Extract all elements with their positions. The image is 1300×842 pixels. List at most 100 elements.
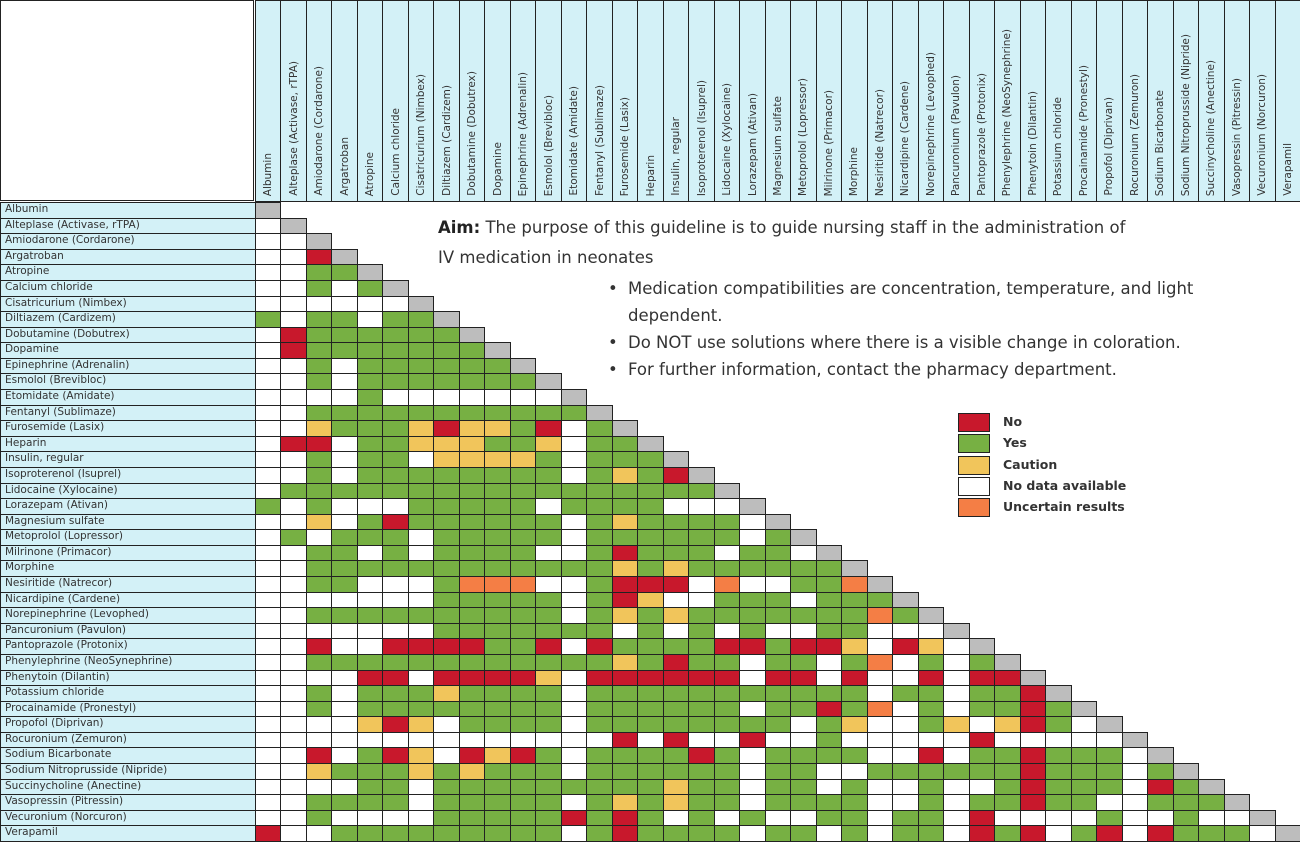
compatibility-cell — [586, 545, 612, 562]
compatibility-cell — [586, 701, 612, 718]
column-header-label: Phenylephrine (NeoSynephrine) — [1001, 29, 1013, 196]
compatibility-cell — [433, 342, 459, 359]
compatibility-cell — [331, 716, 357, 733]
row-header: Calcium chloride — [0, 280, 256, 297]
compatibility-cell — [459, 576, 485, 593]
compatibility-cell — [331, 779, 357, 796]
compatibility-cell — [688, 514, 714, 531]
compatibility-cell — [663, 498, 689, 515]
compatibility-cell — [943, 810, 969, 827]
compatibility-cell — [663, 732, 689, 749]
compatibility-cell — [918, 654, 944, 671]
compatibility-cell — [535, 623, 561, 640]
compatibility-cell — [255, 373, 281, 390]
column-header-label: Propofol (Diprivan) — [1103, 97, 1115, 196]
compatibility-cell — [561, 467, 587, 484]
column-header-label: Cisatricurium (Nimbex) — [415, 74, 427, 196]
column-header: Vecuronium (Norcuron) — [1249, 0, 1275, 202]
compatibility-cell — [535, 483, 561, 500]
compatibility-cell — [816, 576, 842, 593]
compatibility-cell — [867, 747, 893, 764]
compatibility-cell — [357, 560, 383, 577]
compatibility-cell — [484, 810, 510, 827]
compatibility-cell — [255, 825, 281, 842]
compatibility-cell — [637, 545, 663, 562]
compatibility-cell — [433, 685, 459, 702]
row-header: Pancuronium (Pavulon) — [0, 623, 256, 640]
compatibility-cell — [408, 498, 434, 515]
row-header: Diltiazem (Cardizem) — [0, 311, 256, 328]
compatibility-cell — [331, 373, 357, 390]
compatibility-cell — [1045, 794, 1071, 811]
diagonal-cell — [867, 576, 893, 593]
compatibility-cell — [739, 514, 765, 531]
compatibility-cell — [969, 810, 995, 827]
column-header: Magnesium sulfate — [765, 0, 791, 202]
compatibility-cell — [612, 529, 638, 546]
diagonal-cell — [280, 218, 306, 235]
diagonal-cell — [408, 296, 434, 313]
compatibility-cell — [1020, 732, 1046, 749]
compatibility-cell — [969, 763, 995, 780]
row-header: Fentanyl (Sublimaze) — [0, 405, 256, 422]
compatibility-cell — [739, 545, 765, 562]
compatibility-cell — [688, 732, 714, 749]
compatibility-cell — [459, 638, 485, 655]
compatibility-cell — [510, 747, 536, 764]
compatibility-cell — [382, 576, 408, 593]
compatibility-cell — [382, 747, 408, 764]
compatibility-cell — [306, 654, 332, 671]
compatibility-cell — [408, 701, 434, 718]
compatibility-cell — [816, 747, 842, 764]
compatibility-cell — [433, 810, 459, 827]
compatibility-cell — [408, 358, 434, 375]
compatibility-cell — [331, 389, 357, 406]
compatibility-cell — [637, 763, 663, 780]
compatibility-cell — [382, 514, 408, 531]
compatibility-cell — [357, 623, 383, 640]
compatibility-cell — [255, 623, 281, 640]
compatibility-cell — [331, 296, 357, 313]
column-header: Propofol (Diprivan) — [1096, 0, 1122, 202]
compatibility-cell — [535, 825, 561, 842]
compatibility-cell — [280, 296, 306, 313]
compatibility-cell — [561, 810, 587, 827]
compatibility-cell — [765, 623, 791, 640]
compatibility-cell — [280, 342, 306, 359]
column-header: Metoprolol (Lopressor) — [790, 0, 816, 202]
column-header-label: Norepinephrine (Levophed) — [925, 52, 937, 196]
compatibility-cell — [306, 358, 332, 375]
compatibility-cell — [255, 451, 281, 468]
row-header: Nicardipine (Cardene) — [0, 592, 256, 609]
compatibility-cell — [280, 576, 306, 593]
compatibility-cell — [688, 498, 714, 515]
column-header: Pantoprazole (Protonix) — [969, 0, 995, 202]
diagonal-cell — [816, 545, 842, 562]
compatibility-cell — [586, 560, 612, 577]
compatibility-cell — [1122, 763, 1148, 780]
compatibility-cell — [612, 498, 638, 515]
compatibility-cell — [612, 545, 638, 562]
aim-text: The purpose of this guideline is to guid… — [438, 218, 1125, 267]
compatibility-cell — [408, 747, 434, 764]
compatibility-cell — [535, 670, 561, 687]
compatibility-cell — [535, 716, 561, 733]
column-header: Dobutamine (Dobutrex) — [459, 0, 485, 202]
compatibility-cell — [255, 529, 281, 546]
compatibility-cell — [510, 498, 536, 515]
compatibility-cell — [816, 560, 842, 577]
compatibility-cell — [714, 638, 740, 655]
diagonal-cell — [255, 202, 281, 219]
compatibility-cell — [612, 701, 638, 718]
compatibility-cell — [867, 670, 893, 687]
compatibility-cell — [663, 701, 689, 718]
diagonal-cell — [1096, 716, 1122, 733]
compatibility-cell — [790, 810, 816, 827]
compatibility-cell — [408, 810, 434, 827]
row-header: Propofol (Diprivan) — [0, 716, 256, 733]
compatibility-cell — [892, 763, 918, 780]
compatibility-cell — [484, 623, 510, 640]
compatibility-cell — [790, 825, 816, 842]
compatibility-cell — [510, 545, 536, 562]
compatibility-cell — [765, 654, 791, 671]
